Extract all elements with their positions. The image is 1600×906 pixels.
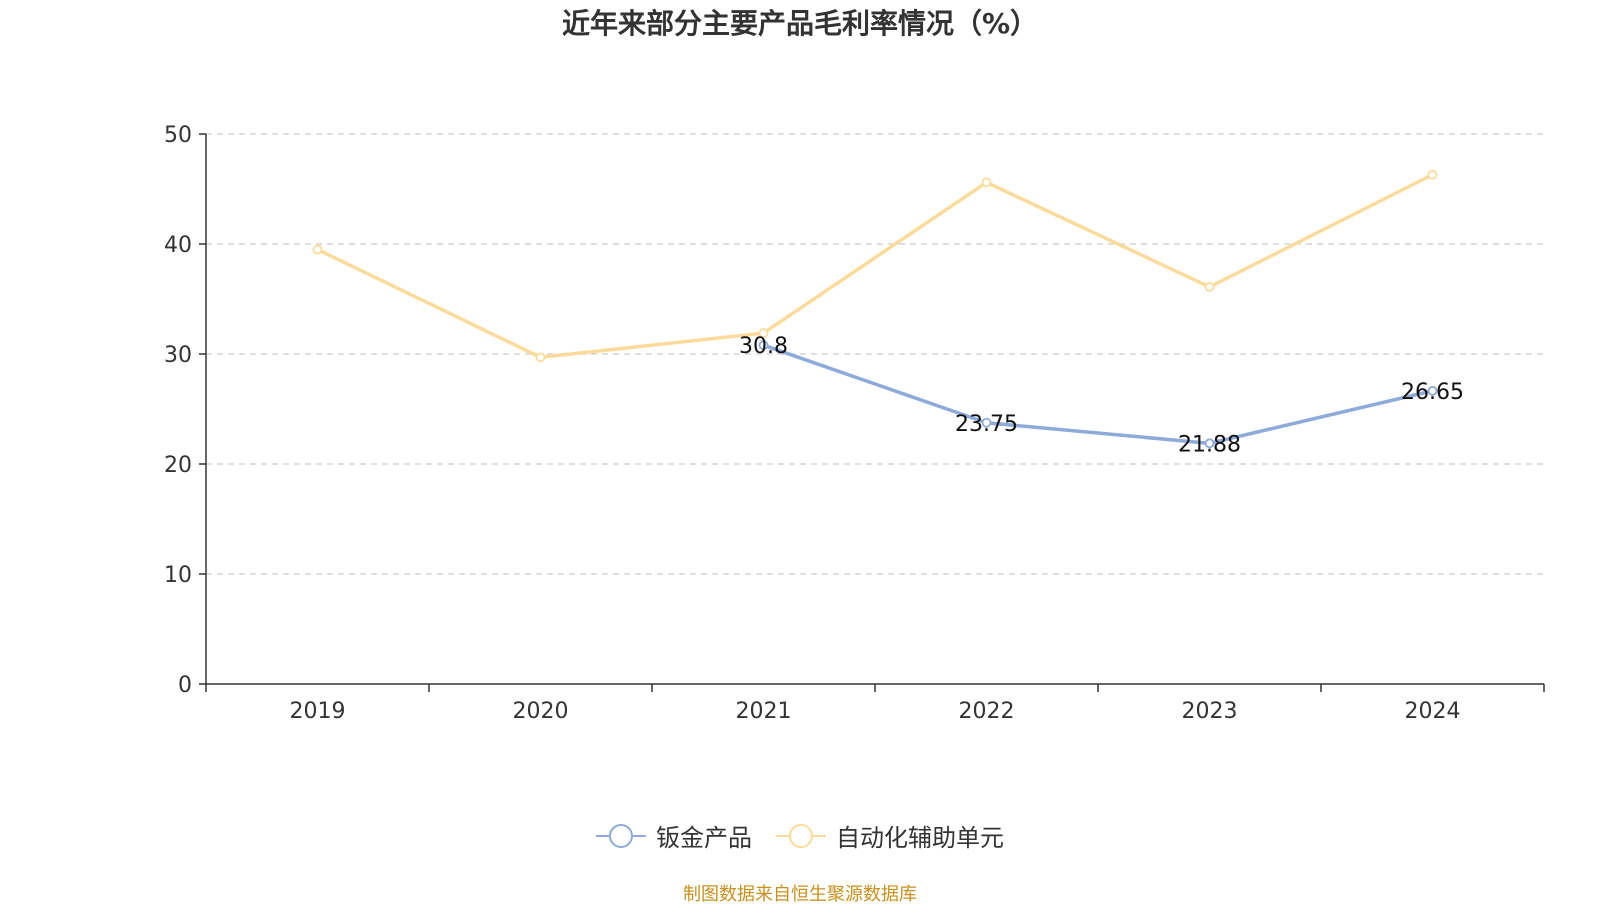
legend-label-series-1: 自动化辅助单元	[836, 824, 1004, 852]
data-label-series-0-2: 30.8	[739, 334, 788, 359]
data-point-series-1-5	[1427, 169, 1438, 180]
source-note: 制图数据来自恒生聚源数据库	[683, 884, 917, 905]
data-label-series-0-4: 21.88	[1178, 432, 1241, 457]
x-tick-label-1: 2020	[513, 699, 569, 724]
data-point-series-1-3	[981, 177, 992, 188]
series-line-0	[762, 343, 1433, 446]
x-tick-label-3: 2022	[959, 699, 1015, 724]
y-tick-label-4: 40	[164, 233, 192, 258]
y-tick-label-0: 0	[178, 673, 192, 698]
y-tick-label-3: 30	[164, 343, 192, 368]
series-line-1	[316, 173, 1434, 360]
y-tick-label-1: 10	[164, 563, 192, 588]
series-lines	[312, 169, 1438, 449]
data-point-series-0-2	[758, 340, 769, 351]
x-tick-label-2: 2021	[736, 699, 792, 724]
data-point-series-1-1	[535, 352, 546, 363]
data-point-series-1-4	[1204, 281, 1215, 292]
tick-labels: 0 10 20 30 40 50 2019 2020 2021 2022 2023 2024	[164, 123, 1461, 724]
legend-item-series-0[interactable]: 钣金产品	[596, 818, 752, 853]
chart-title: 近年来部分主要产品毛利率情况（%）	[561, 7, 1039, 40]
legend: 钣金产品 自动化辅助单元	[0, 818, 1600, 853]
grid-lines	[206, 133, 1544, 575]
data-point-series-1-0	[312, 244, 323, 255]
data-labels: 30.8 23.75 21.88 26.65	[739, 334, 1464, 457]
legend-marker-series-0	[596, 823, 646, 848]
data-point-series-0-3	[981, 417, 992, 428]
x-tick-label-4: 2023	[1182, 699, 1238, 724]
legend-item-series-1[interactable]: 自动化辅助单元	[776, 818, 1004, 853]
legend-marker-series-1	[776, 823, 826, 848]
x-tick-label-0: 2019	[290, 699, 346, 724]
y-tick-label-2: 20	[164, 453, 192, 478]
data-label-series-0-5: 26.65	[1401, 380, 1464, 405]
y-tick-label-5: 50	[164, 123, 192, 148]
x-tick-label-5: 2024	[1405, 699, 1461, 724]
data-point-series-0-4	[1204, 438, 1215, 449]
legend-label-series-0: 钣金产品	[656, 824, 752, 852]
data-point-series-1-2	[758, 328, 769, 339]
data-label-series-0-3: 23.75	[955, 412, 1018, 437]
data-point-series-0-5	[1427, 385, 1438, 396]
axes	[199, 133, 1545, 692]
